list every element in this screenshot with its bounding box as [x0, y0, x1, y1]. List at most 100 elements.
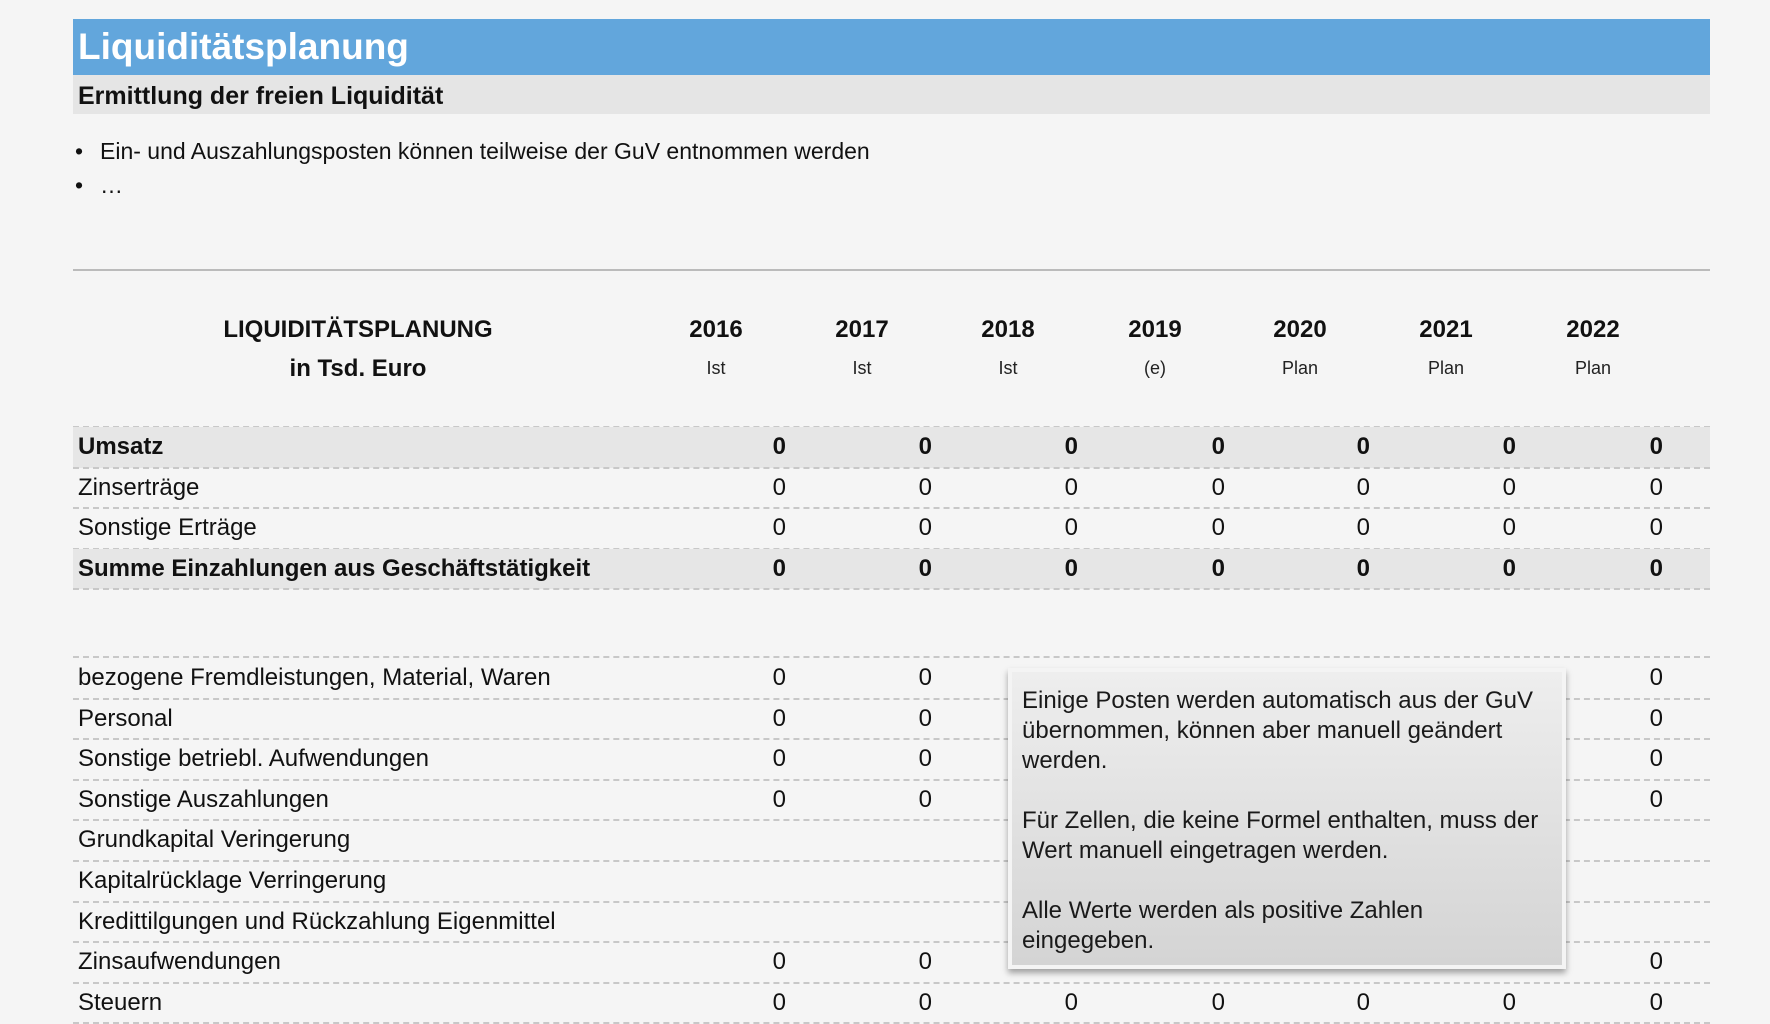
cell-value: 0 [918, 664, 932, 691]
row-divider [73, 507, 1710, 510]
cell-value: 0 [772, 554, 786, 582]
row-divider [73, 900, 1710, 903]
cell-value: 0 [1502, 988, 1516, 1016]
cell-value: 0 [1356, 988, 1370, 1016]
row-divider [73, 466, 1710, 469]
cell-value: 0 [1502, 433, 1516, 460]
cell-value: 0 [1649, 745, 1663, 773]
cell-value: 0 [1211, 988, 1225, 1016]
title: Liquiditätsplanung [78, 26, 409, 67]
row-label: Kredittilgungen und Rückzahlung Eigenmit… [78, 907, 556, 935]
tooltip-text: Für Zellen, die keine Formel enthalten, … [1022, 807, 1539, 864]
cell-value: 0 [918, 433, 932, 460]
cell-value: 0 [1649, 704, 1663, 732]
row-divider [73, 588, 1710, 591]
table-unit: in Tsd. Euro [289, 355, 427, 382]
cell-value: 0 [918, 473, 932, 501]
tooltip: Einige Posten werden automatisch aus der… [1008, 668, 1566, 969]
row-divider [73, 819, 1710, 822]
cell-value: 0 [1211, 473, 1225, 501]
table-title: LIQUIDITÄTSPLANUNG [223, 316, 493, 343]
column-kind: Ist [998, 358, 1018, 378]
cell-value: 0 [772, 473, 786, 501]
row-label: Personal [78, 704, 173, 732]
column-kind: Ist [852, 358, 872, 378]
cell-value: 0 [1649, 514, 1663, 542]
bullet-text: … [100, 172, 123, 198]
column-year: 2018 [981, 316, 1035, 343]
tooltip-text: Alle Werte werden als positive Zahlen ei… [1022, 897, 1424, 954]
cell-value: 0 [1064, 514, 1078, 542]
row-divider [73, 941, 1710, 944]
cell-value: 0 [918, 554, 932, 582]
cell-value: 0 [1649, 554, 1663, 582]
title-bar: Liquiditätsplanung [73, 19, 1710, 75]
row-label: Zinsaufwendungen [78, 948, 281, 976]
column-year: 2016 [689, 316, 743, 343]
column-kind: (e) [1144, 358, 1166, 378]
tooltip-text: Einige Posten werden automatisch aus der… [1022, 687, 1533, 774]
column-kind: Plan [1574, 358, 1612, 378]
bullet-dot: • [75, 172, 84, 198]
cell-value: 0 [1649, 988, 1663, 1016]
cell-value: 0 [772, 664, 786, 691]
row-divider [73, 860, 1710, 862]
row-label: Grundkapital Veringerung [78, 826, 351, 854]
row-divider [73, 738, 1710, 741]
row-label: Zinserträge [78, 473, 200, 501]
cell-value: 0 [1356, 514, 1370, 542]
cell-value: 0 [1502, 473, 1516, 501]
cell-value: 0 [1502, 554, 1516, 582]
cell-value: 0 [772, 745, 786, 773]
cell-value: 0 [1356, 554, 1370, 582]
subtitle-bar: Ermittlung der freien Liquidität [73, 75, 1710, 114]
cell-value: 0 [1649, 785, 1663, 813]
row-label: bezogene Fremdleistungen, Material, Ware… [78, 664, 551, 691]
cell-value: 0 [1649, 664, 1663, 691]
cell-value: 0 [1502, 514, 1516, 542]
cell-value: 0 [918, 514, 932, 542]
cell-value: 0 [1649, 433, 1663, 460]
cell-value: 0 [772, 433, 786, 460]
cell-value: 0 [1649, 473, 1663, 501]
subtitle: Ermittlung der freien Liquidität [78, 82, 444, 110]
cell-value: 0 [772, 948, 786, 976]
column-year: 2021 [1419, 316, 1473, 343]
column-year: 2022 [1566, 316, 1620, 343]
cell-value: 0 [772, 988, 786, 1016]
cell-value: 0 [1356, 433, 1370, 460]
bullet-text: Ein- und Auszahlungsposten können teilwe… [100, 138, 870, 164]
cell-value: 0 [772, 704, 786, 732]
column-kind: Plan [1427, 358, 1465, 378]
cell-value: 0 [1064, 473, 1078, 501]
cell-value: 0 [918, 745, 932, 773]
row-label: Umsatz [78, 433, 164, 460]
cell-value: 0 [1064, 988, 1078, 1016]
column-kind: Plan [1281, 358, 1319, 378]
row-divider [73, 778, 1710, 781]
cell-value: 0 [918, 785, 932, 813]
row-highlight [73, 548, 1710, 590]
column-kind: Ist [706, 358, 726, 378]
row-label: Sonstige Auszahlungen [78, 785, 329, 813]
cell-value: 0 [1064, 554, 1078, 582]
cell-value: 0 [918, 948, 932, 976]
bullet-dot: • [75, 138, 84, 164]
bullet: • Ein- und Auszahlungsposten können teilw… [75, 138, 870, 165]
column-year: 2019 [1128, 316, 1182, 343]
cell-value: 0 [918, 988, 932, 1016]
cell-value: 0 [918, 704, 932, 732]
cell-value: 0 [1649, 948, 1663, 976]
separator [73, 269, 1710, 271]
row-label: Kapitalrücklage Verringerung [78, 867, 387, 894]
column-year: 2017 [835, 316, 889, 343]
row-divider [73, 656, 1710, 658]
cell-value: 0 [1211, 433, 1225, 460]
cell-value: 0 [1211, 514, 1225, 542]
row-highlight [73, 427, 1710, 468]
bullet: •… [75, 172, 123, 199]
cell-value: 0 [1356, 473, 1370, 501]
row-label: Steuern [78, 988, 163, 1016]
row-label: Summe Einzahlungen aus Geschäftstätigkei… [78, 554, 591, 582]
